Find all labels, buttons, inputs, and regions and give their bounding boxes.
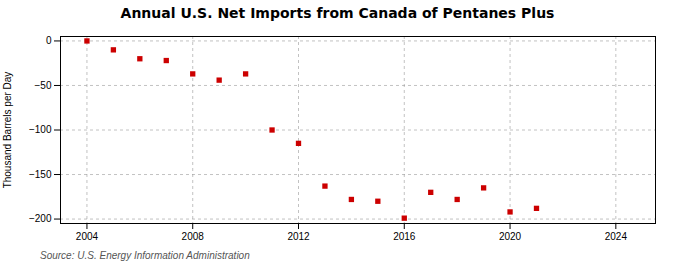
svg-text:−50: −50 [35,80,52,91]
svg-text:2008: 2008 [182,231,205,242]
svg-text:2004: 2004 [76,231,99,242]
svg-text:−100: −100 [29,124,52,135]
svg-text:2024: 2024 [605,231,628,242]
svg-text:2020: 2020 [499,231,522,242]
svg-text:2012: 2012 [287,231,310,242]
svg-text:Thousand Barrels per Day: Thousand Barrels per Day [2,72,13,189]
svg-text:−150: −150 [29,169,52,180]
svg-text:2016: 2016 [393,231,416,242]
svg-text:−200: −200 [29,213,52,224]
html-text:Annual U.S. Net Imports from C: Annual U.S. Net Imports from Canada of P… [120,5,555,21]
svg-text:0: 0 [46,35,52,46]
html-text:Source: U.S. Energy Informatio: Source: U.S. Energy Information Administ… [40,250,250,261]
